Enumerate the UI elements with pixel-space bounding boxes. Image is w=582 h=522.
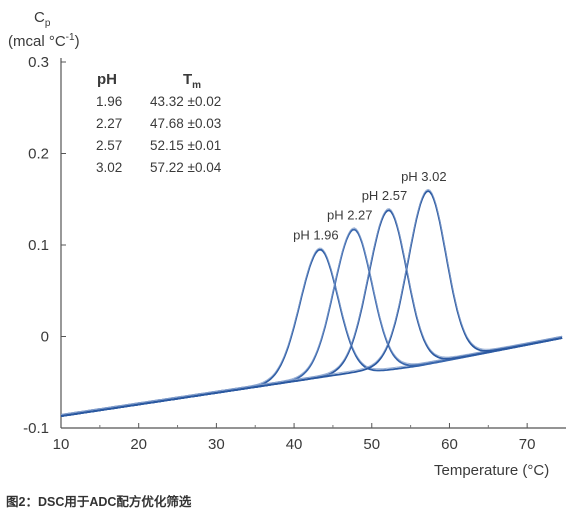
table-cell-ph: 1.96 [96, 94, 122, 109]
curve-replicate [60, 227, 563, 415]
tm-table: pH Tm 1.96 43.32 ±0.02 2.27 47.68 ±0.03 2.57 52… [96, 71, 222, 175]
table-cell-tm: 47.68 ±0.03 [150, 116, 221, 131]
curves [60, 188, 563, 417]
y-tick-label: 0 [41, 329, 49, 346]
table-cell-tm: 57.22 ±0.04 [150, 160, 222, 175]
curve-replicate [60, 247, 563, 415]
table-cell-ph: 3.02 [96, 160, 122, 175]
axis-ticks: 10 20 30 40 50 60 70 -0.1 0 0.1 0.2 0.3 [23, 54, 535, 453]
peak-label: pH 2.57 [362, 188, 408, 203]
peak-label: pH 3.02 [401, 169, 447, 184]
x-tick-label: 30 [208, 436, 225, 453]
x-axis-label: Temperature (°C) [434, 462, 549, 479]
x-tick-label: 60 [441, 436, 458, 453]
table-header-tm: Tm [183, 71, 201, 91]
figure-caption: 图2：DSC用于ADC配方优化筛选 [6, 494, 192, 509]
y-tick-label: -0.1 [23, 420, 49, 437]
x-tick-label: 50 [363, 436, 380, 453]
table-cell-ph: 2.27 [96, 116, 122, 131]
y-tick-label: 0.2 [28, 146, 49, 163]
peak-label: pH 1.96 [293, 228, 339, 243]
peak-label: pH 2.27 [327, 207, 373, 222]
y-tick-label: 0.3 [28, 54, 49, 71]
y-tick-label: 0.1 [28, 237, 49, 254]
x-tick-label: 70 [519, 436, 536, 453]
table-cell-tm: 43.32 ±0.02 [150, 94, 221, 109]
y-axis-label: Cp [34, 9, 51, 29]
table-cell-tm: 52.15 ±0.01 [150, 138, 221, 153]
curve-ph-2.27 [60, 228, 563, 417]
table-header-ph: pH [97, 71, 117, 88]
x-tick-label: 20 [130, 436, 147, 453]
axes [60, 58, 566, 429]
y-axis-unit: (mcal °C-1) [8, 32, 80, 50]
peak-labels: pH 1.96 pH 2.27 pH 2.57 pH 3.02 [293, 169, 447, 243]
x-tick-label: 40 [286, 436, 303, 453]
curve-ph-1.96 [60, 248, 563, 417]
curve-replicate [60, 188, 563, 415]
curve-ph-3.02 [60, 190, 563, 417]
table-cell-ph: 2.57 [96, 138, 122, 153]
x-tick-label: 10 [53, 436, 70, 453]
